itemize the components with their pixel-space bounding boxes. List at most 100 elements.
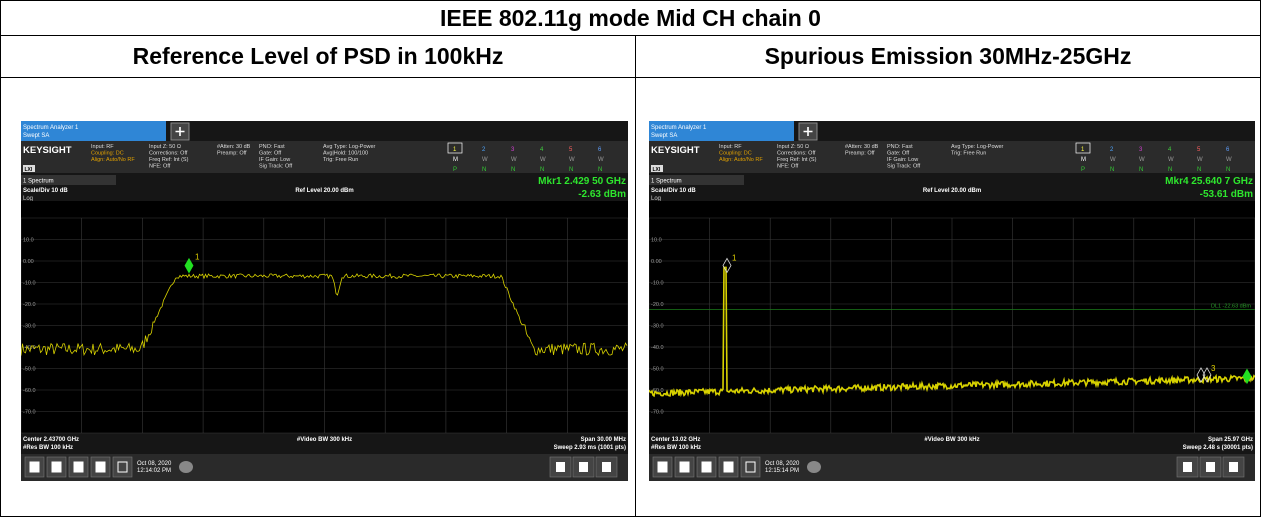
tab-title: Spectrum Analyzer 1 [651,125,707,131]
info-text: Avg Type: Log-Power [951,144,1004,150]
trace [649,266,1255,398]
trace-mode: W [540,157,546,163]
trace-number: 4 [1168,147,1172,153]
y-label: -20.0 [651,302,664,308]
y-label: -70.0 [23,410,36,416]
span: Span 25.97 GHz [1208,437,1253,443]
info-text: IF Gain: Low [259,157,290,163]
res-bw: #Res BW 100 kHz [651,445,701,451]
info-text: Coupling: DC [719,151,752,157]
y-label: -70.0 [651,410,664,416]
view: 1 Spectrum [651,179,682,185]
info-panel [21,141,628,173]
trace-number: 5 [569,147,573,153]
trace-number: 4 [540,147,544,153]
taskbar-icon [117,461,128,473]
taskbar-icon [51,461,62,473]
ref-level: Ref Level 20.00 dBm [295,188,353,194]
view: 1 Spectrum [23,179,54,185]
y-label: -30.0 [651,324,664,330]
info-text: Corrections: Off [149,151,188,157]
scale: Scale/Div 10 dB [651,188,696,194]
status-icon [179,461,193,473]
trace-mode: M [453,157,458,163]
tab-title: Spectrum Analyzer 1 [23,125,79,131]
taskbar-icon [579,462,588,472]
info-text: Trig: Free Run [951,151,986,157]
y-label: -40.0 [651,345,664,351]
trace-number: 1 [1081,147,1085,153]
trace-mode: W [482,157,488,163]
taskbar-button[interactable] [112,456,133,478]
taskbar-icon [556,462,565,472]
info-text: #Atten: 30 dB [845,144,879,150]
plus-icon [803,127,813,136]
taskbar-icon [602,462,611,472]
y-label: 10.0 [651,238,662,244]
y-label: -50.0 [651,367,664,373]
center: Center 2.43700 GHz [23,437,79,443]
tab-sub: Swept SA [651,133,677,139]
info-text: Align: Auto/No RF [719,157,763,163]
taskbar [649,454,1255,481]
trace-detector: N [1168,167,1172,173]
info-text: Corrections: Off [777,151,816,157]
trace-number: 6 [1226,147,1230,153]
y-label: 0.00 [23,259,34,265]
y-label: -30.0 [23,324,36,330]
info-text: Gate: Off [887,151,910,157]
view-select [21,175,116,185]
info-text: Input Z: 50 Ω [149,144,181,150]
trace-mode: W [1197,157,1203,163]
trace-number: 3 [511,147,515,153]
display-line-label: DL1 -22.63 dBm [1211,304,1251,310]
brand: KEYSIGHT [651,145,700,156]
y-label: -40.0 [23,345,36,351]
info-text: Preamp: Off [845,151,875,157]
center: Center 13.02 GHz [651,437,700,443]
y-label: -10.0 [651,281,664,287]
info-text: Coupling: DC [91,151,124,157]
column-header: Reference Level of PSD in 100kHz [1,35,635,78]
info-text: Input Z: 50 Ω [777,144,809,150]
lxi-badge [651,165,663,172]
info-text: Gate: Off [259,151,282,157]
info-text: IF Gain: Low [887,157,918,163]
info-text: Avg|Hold: 100/100 [323,151,368,157]
y-label: -50.0 [23,367,36,373]
trace [21,273,628,357]
trace-mode: W [1110,157,1116,163]
trace-box [1075,142,1091,154]
date: Oct 08, 2020 [765,461,800,467]
info-text: Input: RF [719,144,742,150]
taskbar-icon [29,461,40,473]
date: Oct 08, 2020 [137,461,172,467]
trace-detector: N [511,167,515,173]
taskbar-icon [1183,462,1192,472]
log-label: Log [651,196,661,202]
info-text: Input: RF [91,144,114,150]
trace-box [447,142,463,154]
marker-label: 3 [1211,364,1216,373]
taskbar-icon [745,461,756,473]
taskbar-icon [95,461,106,473]
info-text: Align: Auto/No RF [91,157,135,163]
y-label: -60.0 [23,388,36,394]
trace-number: 5 [1197,147,1201,153]
tab [21,121,166,141]
marker-label: 1 [195,253,200,262]
y-label: -20.0 [23,302,36,308]
sweep: Sweep 2.48 s (30001 pts) [1183,445,1253,451]
time: 12:14:02 PM [137,468,171,474]
divider [635,35,636,516]
lxi: LXI [653,167,661,173]
trace-mode: W [598,157,604,163]
taskbar-button[interactable] [740,456,761,478]
tab-sub: Swept SA [23,133,49,139]
trace-mode: W [1139,157,1145,163]
plus-icon [175,127,185,136]
sweep: Sweep 2.93 ms (1001 pts) [554,445,626,451]
info-text: Sig Track: Off [259,164,293,170]
info-text: Trig: Free Run [323,157,358,163]
trace-mode: W [1226,157,1232,163]
